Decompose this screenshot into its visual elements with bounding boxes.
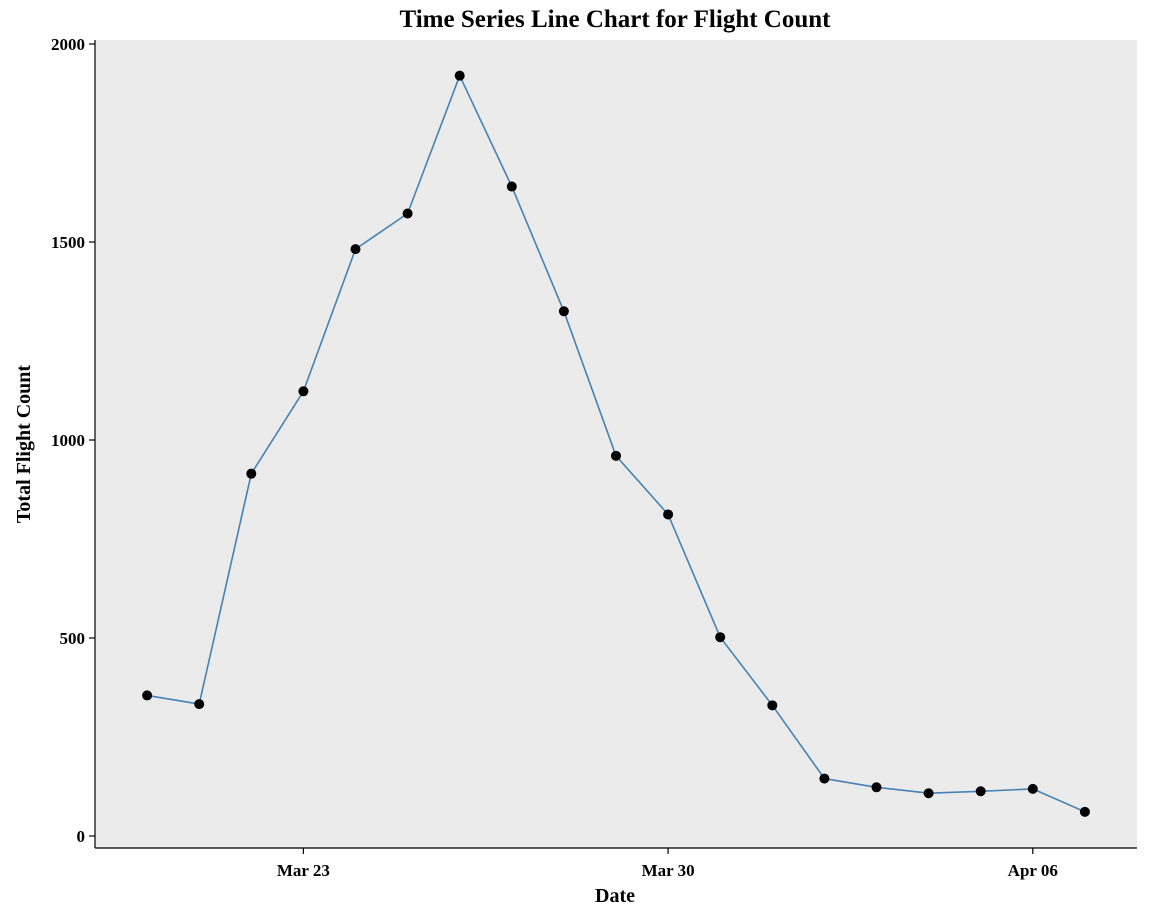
- y-axis-title: Total Flight Count: [13, 365, 35, 524]
- data-point: [1079, 806, 1090, 817]
- data-point: [246, 468, 257, 479]
- data-point: [1027, 783, 1038, 794]
- y-tick-label: 1000: [51, 431, 85, 450]
- y-tick-label: 500: [60, 629, 86, 648]
- data-point: [767, 700, 778, 711]
- x-tick-label: Mar 30: [642, 861, 695, 880]
- data-point: [611, 450, 621, 461]
- y-ticks: 0 500 1000 1500 2000: [51, 35, 95, 846]
- data-point: [975, 786, 986, 797]
- data-point: [558, 306, 569, 317]
- data-point: [402, 208, 413, 219]
- y-tick-label: 0: [77, 827, 86, 846]
- points-layer: [142, 70, 1090, 817]
- data-point: [819, 773, 830, 784]
- data-point: [350, 244, 361, 255]
- x-tick-label: Apr 06: [1008, 861, 1058, 880]
- y-tick-label: 1500: [51, 233, 85, 252]
- data-point: [298, 386, 309, 397]
- x-tick-label: Mar 23: [277, 861, 330, 880]
- data-point: [663, 509, 674, 520]
- x-axis-title: Date: [595, 885, 635, 907]
- x-ticks: Mar 23 Mar 30 Apr 06: [277, 848, 1058, 880]
- plot-panel: [95, 40, 1137, 848]
- data-point: [142, 690, 153, 701]
- data-point: [923, 788, 934, 799]
- data-point: [871, 782, 882, 793]
- data-point: [194, 699, 205, 710]
- data-point: [715, 632, 726, 643]
- data-point: [506, 181, 517, 192]
- chart-title: Time Series Line Chart for Flight Count: [399, 6, 831, 33]
- axes: [94, 40, 1137, 849]
- data-point: [454, 70, 465, 81]
- y-tick-label: 2000: [51, 35, 85, 54]
